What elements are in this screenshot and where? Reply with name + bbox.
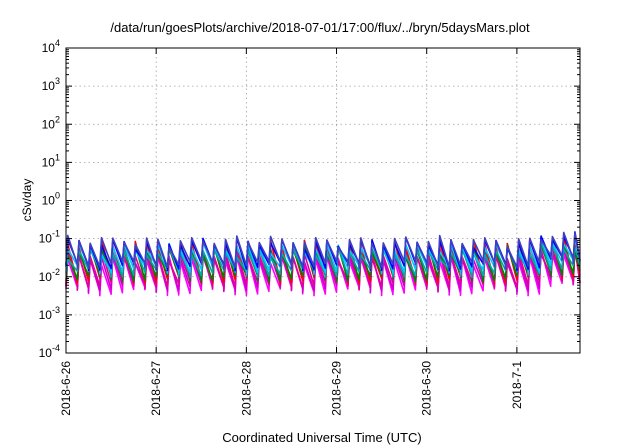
x-tick-label: 2018-6-29 <box>330 361 344 416</box>
x-tick-label: 2018-6-28 <box>239 361 253 416</box>
y-tick-label: 103 <box>42 76 60 93</box>
y-axis-label: cSv/day <box>20 179 34 222</box>
x-tick-label: 2018-6-26 <box>59 361 73 416</box>
x-tick-label: 2018-7-1 <box>510 361 524 409</box>
y-tick-label: 10-1 <box>39 229 60 246</box>
y-tick-labels: 10-4 10-3 10-2 10-1 100 101 102 103 104 <box>39 38 60 360</box>
grid-lines <box>66 48 580 353</box>
x-tick-label: 2018-6-30 <box>420 361 434 416</box>
series-layer <box>65 231 581 297</box>
y-tick-label: 10-4 <box>39 343 60 360</box>
tick-marks <box>65 47 580 354</box>
y-tick-label: 104 <box>42 38 60 55</box>
x-tick-labels: 2018-6-26 2018-6-27 2018-6-28 2018-6-29 2018… <box>59 361 524 416</box>
x-axis-label: Coordinated Universal Time (UTC) <box>222 430 421 445</box>
series-line <box>65 231 581 270</box>
chart-title: /data/run/goesPlots/archive/2018-07-01/1… <box>110 20 530 35</box>
y-tick-label: 10-3 <box>39 305 60 322</box>
y-tick-label: 102 <box>42 114 60 131</box>
y-tick-label: 10-2 <box>39 267 60 284</box>
y-tick-label: 100 <box>42 191 60 208</box>
series-line <box>65 241 581 279</box>
x-tick-label: 2018-6-27 <box>149 361 163 416</box>
y-tick-label: 101 <box>42 152 60 169</box>
